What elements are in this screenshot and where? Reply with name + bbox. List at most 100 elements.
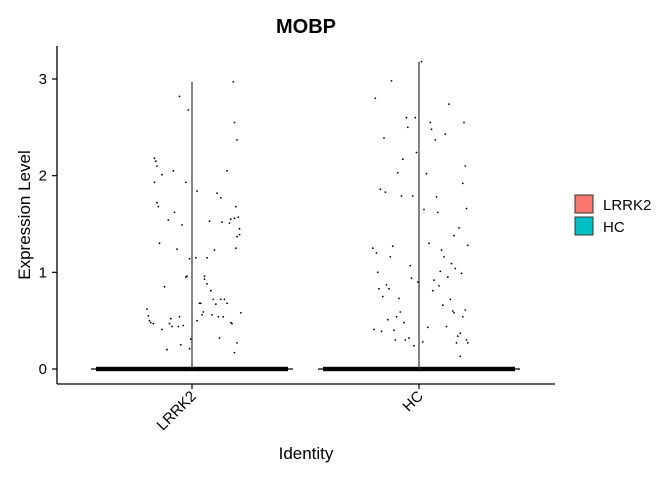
data-point bbox=[448, 103, 450, 105]
data-point bbox=[450, 262, 453, 265]
data-point bbox=[426, 326, 429, 329]
y-tick-label: 2 bbox=[39, 168, 47, 185]
data-point bbox=[238, 233, 241, 236]
data-point bbox=[226, 302, 228, 305]
data-point bbox=[456, 335, 459, 337]
data-point bbox=[177, 325, 180, 328]
data-point bbox=[156, 165, 158, 167]
data-point bbox=[430, 128, 433, 131]
data-point bbox=[188, 347, 191, 350]
legend-label: HC bbox=[603, 219, 625, 236]
data-point bbox=[189, 338, 192, 340]
data-point bbox=[196, 190, 198, 193]
data-point bbox=[425, 172, 428, 175]
data-point bbox=[460, 272, 463, 275]
data-point bbox=[434, 139, 437, 141]
data-point bbox=[375, 252, 378, 254]
data-point bbox=[381, 295, 384, 298]
data-point bbox=[182, 324, 185, 327]
data-point bbox=[461, 182, 464, 185]
data-point bbox=[209, 289, 212, 292]
data-point bbox=[404, 339, 407, 341]
x-tick-label: LRRK2 bbox=[154, 388, 200, 434]
data-point bbox=[188, 257, 191, 260]
data-point bbox=[198, 302, 201, 305]
data-point bbox=[388, 287, 390, 290]
data-point bbox=[395, 315, 398, 318]
data-point bbox=[234, 205, 237, 208]
data-point bbox=[172, 169, 175, 172]
data-point bbox=[153, 181, 156, 184]
x-axis-title: Identity bbox=[279, 444, 334, 463]
data-point bbox=[229, 218, 232, 221]
data-point bbox=[233, 217, 236, 220]
data-point bbox=[167, 219, 170, 222]
data-point bbox=[232, 81, 235, 83]
data-point bbox=[163, 285, 166, 288]
data-point bbox=[229, 321, 232, 324]
data-point bbox=[384, 191, 387, 194]
data-point bbox=[236, 139, 238, 141]
data-point bbox=[239, 312, 242, 314]
data-point bbox=[222, 315, 225, 318]
x-axis-ticks: LRRK2 HC bbox=[154, 384, 427, 434]
data-point bbox=[453, 312, 455, 314]
data-point bbox=[217, 315, 220, 318]
data-point bbox=[444, 133, 447, 136]
data-point bbox=[181, 224, 183, 226]
data-point bbox=[459, 355, 462, 358]
data-point bbox=[213, 249, 216, 252]
data-point bbox=[148, 319, 151, 322]
data-point bbox=[428, 242, 430, 245]
data-point bbox=[423, 208, 425, 211]
data-point bbox=[413, 344, 415, 347]
data-point bbox=[453, 234, 455, 237]
data-point bbox=[435, 196, 438, 198]
data-point bbox=[446, 276, 449, 279]
data-point bbox=[223, 298, 226, 301]
data-point bbox=[221, 221, 223, 224]
data-point bbox=[406, 126, 409, 129]
data-point bbox=[146, 308, 148, 310]
data-point bbox=[466, 244, 469, 247]
data-point bbox=[394, 339, 397, 341]
data-point bbox=[408, 337, 410, 339]
data-point bbox=[463, 121, 465, 124]
data-point bbox=[226, 169, 228, 172]
y-tick-label: 3 bbox=[39, 71, 47, 88]
data-point bbox=[236, 342, 238, 344]
data-point bbox=[178, 315, 181, 318]
data-point bbox=[153, 157, 156, 160]
violin-group-hc bbox=[318, 60, 520, 372]
data-point bbox=[441, 304, 444, 307]
data-point bbox=[396, 171, 399, 174]
data-point bbox=[166, 348, 168, 351]
data-point bbox=[161, 173, 163, 176]
data-point bbox=[385, 284, 388, 286]
data-point bbox=[401, 158, 404, 161]
data-point bbox=[201, 314, 203, 316]
chart-title: MOBP bbox=[276, 16, 336, 38]
data-point bbox=[154, 160, 157, 163]
data-point bbox=[433, 279, 435, 281]
data-point bbox=[466, 342, 469, 344]
data-point bbox=[389, 256, 392, 258]
data-point bbox=[436, 211, 439, 214]
data-point bbox=[171, 325, 173, 328]
data-point bbox=[186, 275, 188, 278]
data-point bbox=[219, 197, 222, 199]
data-point bbox=[378, 287, 380, 290]
data-point bbox=[216, 192, 218, 195]
data-point bbox=[440, 249, 443, 252]
data-point bbox=[212, 298, 215, 301]
data-point bbox=[184, 276, 187, 279]
data-point bbox=[409, 264, 412, 267]
data-point bbox=[416, 281, 419, 283]
data-point bbox=[184, 181, 187, 184]
data-point bbox=[228, 222, 231, 224]
violin-group-lrrk2 bbox=[91, 81, 293, 372]
data-point bbox=[405, 116, 408, 119]
legend-label: LRRK2 bbox=[603, 197, 651, 214]
data-point bbox=[147, 314, 150, 317]
